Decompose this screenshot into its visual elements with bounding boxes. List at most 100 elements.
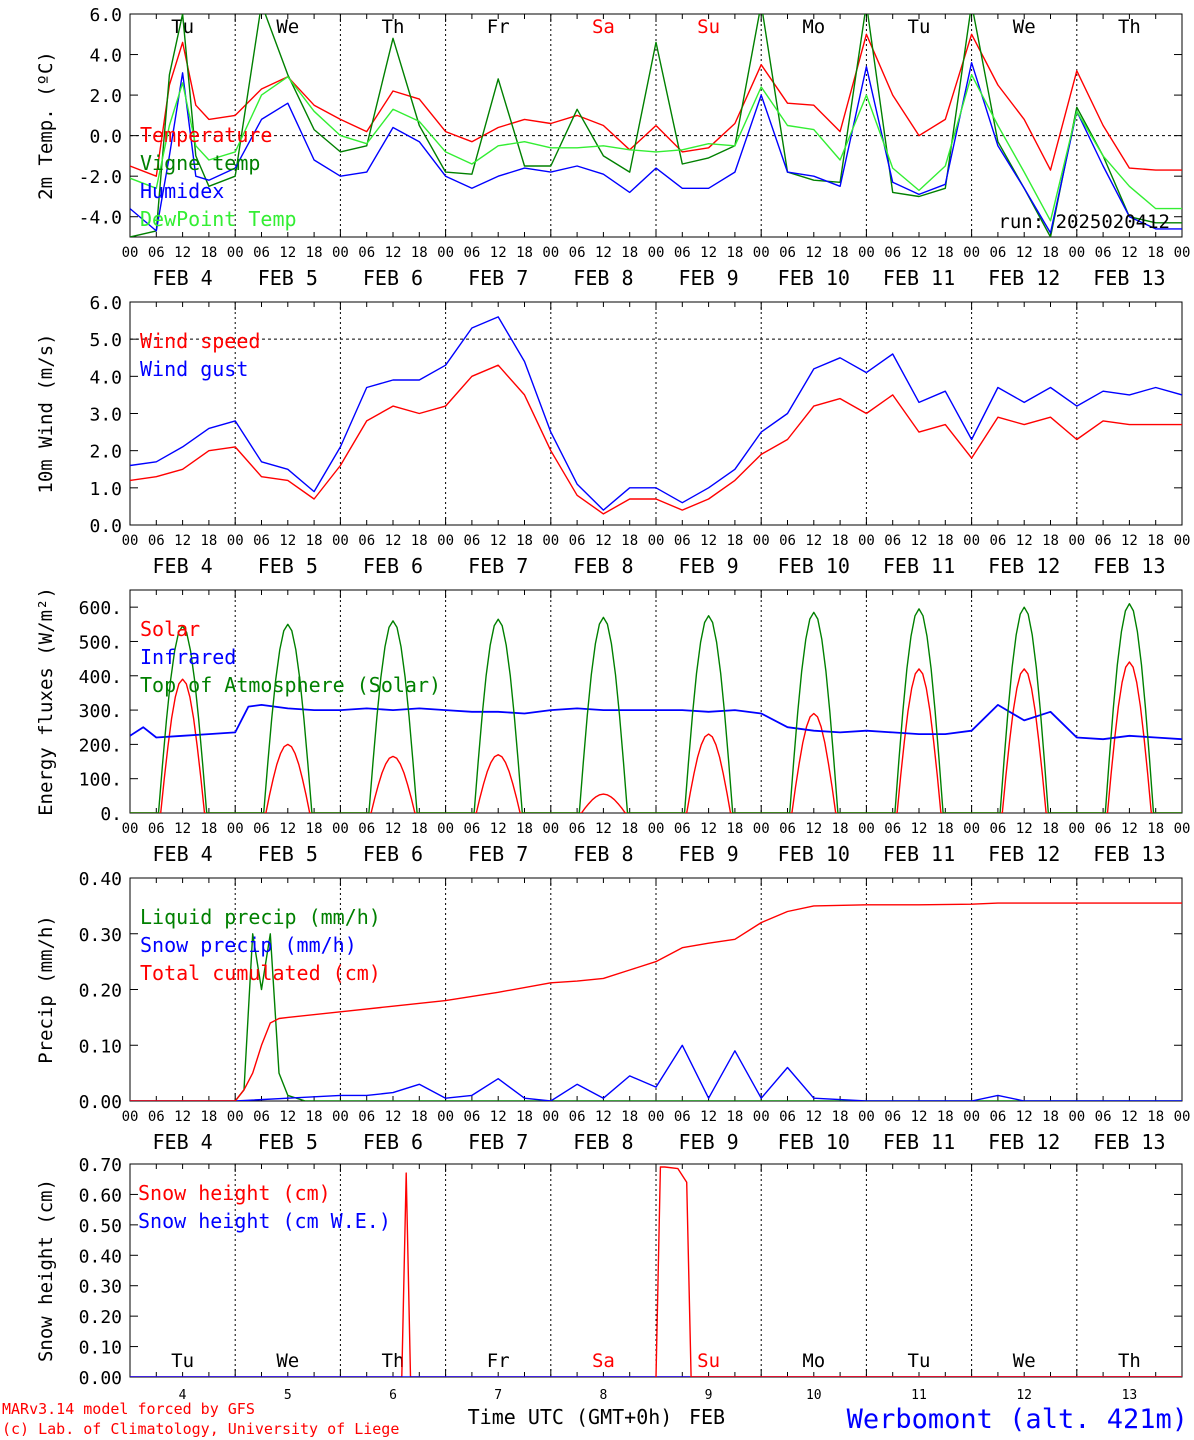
hour-tick-label: 06 [358, 245, 375, 261]
y-tick-label: 5.0 [89, 330, 122, 351]
y-tick-label: 0.50 [79, 1216, 122, 1237]
date-label: FEB 13 [1093, 1130, 1165, 1154]
legend-entry: Liquid precip (mm/h) [140, 905, 381, 929]
legend-entry: Humidex [140, 179, 224, 203]
hour-tick-label: 18 [937, 1109, 954, 1125]
series-group [130, 902, 1182, 1101]
hour-tick-label: 06 [463, 533, 480, 549]
hour-tick-label: 06 [569, 1109, 586, 1125]
hour-tick-label: 18 [1147, 821, 1164, 837]
y-tick-label: 3.0 [89, 405, 122, 426]
day-number: 10 [806, 1388, 822, 1403]
hour-tick-label: 12 [700, 1109, 717, 1125]
legend-entry: Vigne temp [140, 151, 260, 175]
hour-tick-label: 06 [884, 1109, 901, 1125]
hour-tick-label: 12 [700, 245, 717, 261]
date-label: FEB 4 [152, 554, 212, 578]
weekday-label: We [276, 1350, 299, 1372]
bottom-axis-month: FEB [689, 1405, 725, 1429]
hour-tick-label: 06 [989, 1109, 1006, 1125]
legend-entry: Top of Atmosphere (Solar) [140, 673, 441, 697]
date-label: FEB 5 [258, 842, 318, 866]
hour-tick-label: 06 [463, 245, 480, 261]
date-label: FEB 12 [988, 266, 1060, 290]
hour-tick-label: 18 [411, 533, 428, 549]
y-tick-label: 0.10 [79, 1338, 122, 1359]
hour-tick-label: 12 [595, 1109, 612, 1125]
hour-tick-label: 06 [253, 245, 270, 261]
day-number: 9 [705, 1388, 713, 1403]
hour-tick-label: 00 [437, 245, 454, 261]
hour-tick-label: 00 [542, 1109, 559, 1125]
hour-tick-label: 06 [1095, 1109, 1112, 1125]
date-label: FEB 4 [152, 1130, 212, 1154]
hour-tick-label: 18 [516, 821, 533, 837]
hour-tick-label: 06 [674, 245, 691, 261]
chart-panel-2: 6.0 5.0 4.0 3.0 2.0 1.0 0.0 10m Wind (m/s) 00 06 1… [35, 293, 1190, 578]
day-number: 8 [599, 1388, 607, 1403]
date-label: FEB 11 [883, 266, 955, 290]
hour-tick-label: 18 [1042, 245, 1059, 261]
series-line [130, 1044, 1182, 1101]
chart-panel-4: 0.40 0.30 0.20 0.10 0.00 Precip (mm/h) 00 06 12 1… [35, 869, 1190, 1154]
hour-tick-label: 12 [911, 821, 928, 837]
hour-tick-label: 00 [1174, 533, 1191, 549]
chart-panel-1: 6.0 4.0 2.0 0.0 -2.0 -4.0 2m Temp. (ºC) 00 06 12 1… [35, 5, 1190, 290]
hour-tick-label: 18 [200, 821, 217, 837]
hour-tick-label: 12 [490, 245, 507, 261]
y-tick-label: 6.0 [89, 293, 122, 314]
hour-tick-label: 00 [332, 1109, 349, 1125]
hour-tick-label: 18 [832, 533, 849, 549]
hour-tick-label: 18 [937, 821, 954, 837]
date-label: FEB 10 [778, 842, 850, 866]
hour-tick-label: 06 [674, 821, 691, 837]
hour-tick-label: 00 [963, 245, 980, 261]
weekday-label: Th [382, 16, 405, 38]
hour-tick-label: 12 [174, 821, 191, 837]
y-tick-label: 0.00 [79, 1368, 122, 1389]
hour-tick-label: 12 [174, 533, 191, 549]
hour-tick-label: 00 [437, 1109, 454, 1125]
hour-tick-label: 00 [1174, 821, 1191, 837]
y-tick-label: 0.30 [79, 925, 122, 946]
hour-tick-label: 12 [700, 821, 717, 837]
hour-tick-label: 06 [148, 245, 165, 261]
hour-tick-label: 12 [911, 533, 928, 549]
weekday-label: Sa [592, 16, 615, 38]
y-tick-label: 0.0 [89, 516, 122, 537]
hour-tick-label: 18 [621, 821, 638, 837]
chart-panel-5: 0.70 0.60 0.50 0.40 0.30 0.20 0.10 0.00 Snow hei… [35, 1155, 1183, 1403]
hour-tick-label: 06 [569, 821, 586, 837]
y-tick-label: 1.0 [89, 479, 122, 500]
legend-entry: Total cumulated (cm) [140, 961, 381, 985]
y-tick-label: 100. [79, 770, 122, 791]
hour-tick-label: 12 [385, 1109, 402, 1125]
y-axis-label: Snow height (cm) [35, 1179, 57, 1362]
y-axis-label: Precip (mm/h) [35, 915, 57, 1064]
date-label: FEB 13 [1093, 554, 1165, 578]
y-tick-label: 0. [100, 804, 122, 825]
hour-tick-label: 00 [437, 821, 454, 837]
series-line [130, 902, 1182, 1101]
hour-tick-label: 18 [726, 821, 743, 837]
run-label: run: 2025020412 [998, 211, 1170, 233]
hour-tick-label: 12 [595, 533, 612, 549]
series-group [130, 1166, 1182, 1377]
date-label: FEB 11 [883, 1130, 955, 1154]
hour-tick-label: 00 [227, 821, 244, 837]
hour-tick-label: 18 [726, 533, 743, 549]
hour-tick-label: 18 [306, 245, 323, 261]
hour-tick-label: 00 [122, 533, 139, 549]
hour-tick-label: 12 [1121, 1109, 1138, 1125]
date-label: FEB 8 [573, 554, 633, 578]
hour-tick-label: 00 [648, 533, 665, 549]
hour-tick-label: 00 [542, 821, 559, 837]
weekday-label: Th [1118, 16, 1141, 38]
series-group [130, 603, 1182, 813]
series-line [130, 704, 1182, 741]
hour-tick-label: 18 [1147, 533, 1164, 549]
date-label: FEB 10 [778, 554, 850, 578]
hour-tick-label: 06 [358, 1109, 375, 1125]
hour-tick-label: 00 [122, 821, 139, 837]
series-line [655, 1166, 1182, 1377]
